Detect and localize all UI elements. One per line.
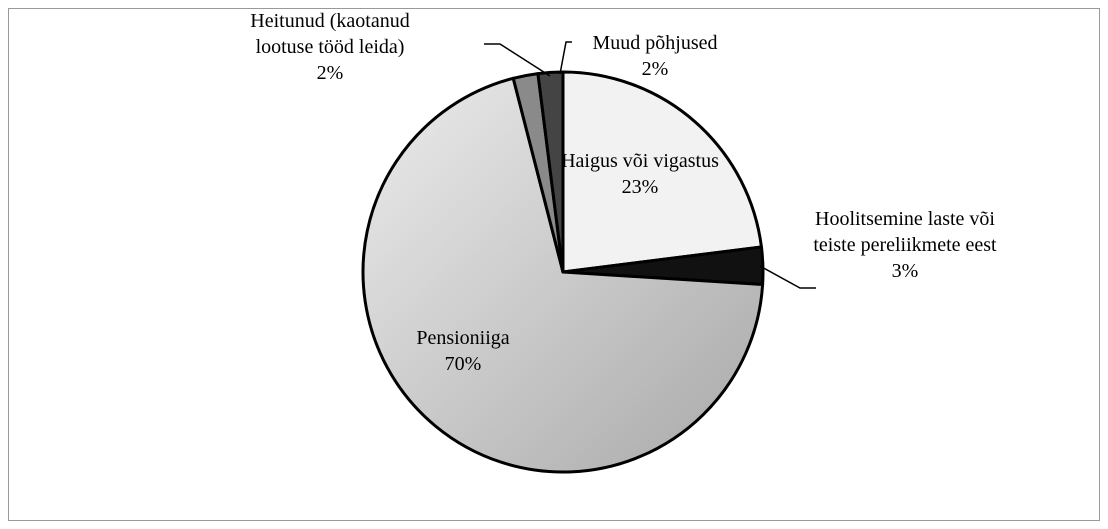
- pie-slice: [361, 76, 765, 474]
- category-label: Haigus või vigastus: [561, 150, 719, 172]
- slice-label: Heitunud (kaotanud lootuse tööd leida) 2%: [238, 8, 422, 86]
- frame: [8, 8, 1100, 521]
- pie-slice: [561, 70, 763, 274]
- leader-line: [559, 41, 572, 75]
- category-label: Muud põhjused: [592, 32, 718, 54]
- category-label: Hoolitsemine laste või teiste pereliikme…: [813, 208, 997, 256]
- category-label: Heitunud (kaotanud lootuse tööd leida): [250, 10, 410, 58]
- value-label: 2%: [316, 62, 344, 84]
- value-label: 23%: [621, 176, 659, 198]
- pie-slice: [536, 70, 565, 274]
- value-label: 2%: [641, 58, 669, 80]
- category-label: Pensioniiga: [416, 327, 510, 349]
- value-label: 3%: [891, 260, 919, 282]
- leader-line: [484, 43, 551, 77]
- value-label: 70%: [444, 353, 482, 375]
- slice-label: Haigus või vigastus 23%: [560, 148, 720, 200]
- slice-label: Pensioniiga 70%: [383, 325, 543, 377]
- leader-line: [759, 265, 816, 289]
- slice-label: Muud põhjused 2%: [565, 30, 745, 82]
- slice-label: Hoolitsemine laste või teiste pereliikme…: [795, 206, 1015, 284]
